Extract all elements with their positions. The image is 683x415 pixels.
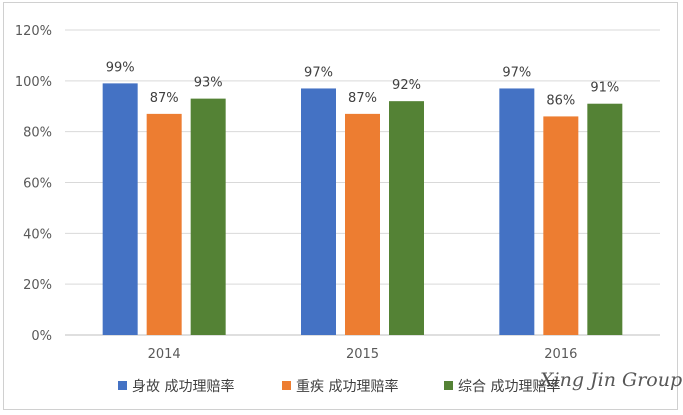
bar-2016-series-1 [499,88,535,335]
legend-label: 重疾 成功理赔率 [296,378,398,395]
y-tick-label: 100% [15,75,52,90]
y-tick-label: 40% [23,227,52,242]
bar-2015-series-3 [389,101,424,336]
watermark-text: Xing Jin Group [538,369,682,391]
legend-swatch [444,381,453,390]
legend-swatch [282,381,291,390]
data-label: 93% [194,76,223,91]
y-tick-label: 20% [23,278,52,293]
y-tick-label: 120% [15,24,52,39]
bar-2016-series-2 [543,116,579,336]
x-tick-label: 2015 [346,347,379,362]
data-label: 87% [150,91,179,106]
bar-2014-series-2 [146,113,182,335]
legend-label: 综合 成功理赔率 [458,378,560,395]
data-label: 97% [502,65,531,80]
x-tick-label: 2014 [148,347,181,362]
bar-2014-series-3 [190,98,226,335]
data-label: 91% [590,81,619,96]
y-tick-label: 80% [23,126,52,141]
data-label: 92% [392,78,421,93]
bar-2015-series-1 [301,88,336,335]
y-tick-label: 60% [23,177,52,192]
legend-swatch [118,381,127,390]
bar-2016-series-3 [587,103,623,335]
bar-2015-series-2 [345,113,380,335]
y-tick-label: 0% [31,329,52,344]
legend-label: 身故 成功理赔率 [132,378,234,395]
bar-2014-series-1 [102,83,138,335]
data-label: 87% [348,91,377,106]
x-tick-label: 2016 [544,347,577,362]
data-label: 97% [304,65,333,80]
data-label: 99% [106,60,135,75]
data-label: 86% [546,93,575,108]
